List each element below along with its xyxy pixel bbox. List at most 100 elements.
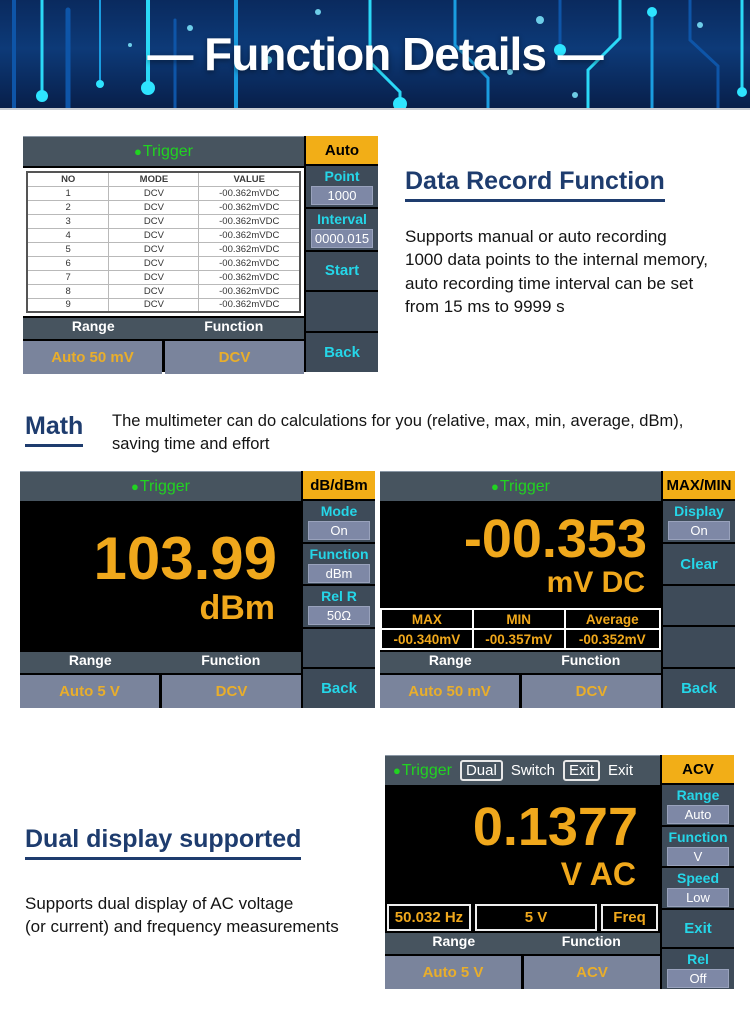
softkey-sidebar: Auto Point 1000 Interval 0000.015 Start …: [306, 136, 378, 372]
softkey-mode[interactable]: Mode On: [303, 501, 375, 542]
function-label: Function: [561, 933, 621, 949]
table-cell: 3: [26, 213, 110, 229]
softkey-function[interactable]: Function V: [662, 826, 734, 867]
bottom-label-bar: Range Function: [20, 652, 301, 673]
softkey-point[interactable]: Point 1000: [306, 166, 378, 207]
softkey-empty: [663, 585, 735, 626]
section-heading-dual: Dual display supported: [25, 825, 302, 860]
table-cell: -00.362mVDC: [198, 185, 301, 201]
trigger-status: ● Trigger: [20, 471, 301, 501]
mode-tab[interactable]: MAX/MIN: [663, 471, 735, 499]
screen-dbm: ● Trigger 103.99 dBm Range Function Auto…: [20, 471, 375, 708]
table-row: 7 DCV -00.362mVDC: [26, 269, 301, 285]
table-row: 1 DCV -00.362mVDC: [26, 185, 301, 201]
softkey-rel[interactable]: Rel Off: [662, 949, 734, 989]
range-button[interactable]: Auto 50 mV: [380, 675, 519, 708]
measurement-display: -00.353 mV DC: [380, 503, 661, 606]
table-cell: DCV: [108, 227, 200, 243]
range-value: Auto: [667, 805, 729, 824]
switch-label: Switch: [510, 762, 555, 779]
table-cell: 6: [26, 255, 110, 271]
softkey-range[interactable]: Range Auto: [662, 785, 734, 825]
table-cell: DCV: [108, 185, 200, 201]
speed-value: Low: [667, 888, 729, 908]
table-cell: -00.362mVDC: [198, 283, 301, 299]
softkey-sidebar: ACV Range Auto Function V Speed Low Exit…: [662, 755, 734, 989]
table-cell: -00.362mVDC: [198, 297, 301, 313]
softkey-back[interactable]: Back: [303, 669, 375, 708]
function-value: dBm: [308, 563, 370, 583]
table-row: 9 DCV -00.362mVDC: [26, 297, 301, 313]
record-table-panel: NO MODE VALUE 1 DCV -00.362mVDC 2 DCV -00.362…: [23, 168, 304, 316]
table-cell: -00.362mVDC: [198, 269, 301, 285]
function-button[interactable]: DCV: [522, 675, 661, 708]
record-table-body: 1 DCV -00.362mVDC 2 DCV -00.362mVDC 3 DCV -00.36…: [26, 185, 301, 313]
section-heading-record: Data Record Function: [405, 167, 665, 202]
stat-header-max: MAX: [382, 610, 472, 628]
table-row: 6 DCV -00.362mVDC: [26, 255, 301, 271]
section-body-dual: Supports dual display of AC voltage (or …: [25, 894, 339, 937]
dual-key-button[interactable]: Dual: [459, 760, 503, 781]
exit-key-button[interactable]: Exit: [563, 760, 601, 781]
table-cell: -00.362mVDC: [198, 199, 301, 215]
range-label: Range: [428, 652, 472, 668]
trigger-label: Trigger: [139, 477, 190, 495]
trigger-status: ● Trigger: [393, 762, 452, 780]
softkey-interval[interactable]: Interval 0000.015: [306, 208, 378, 250]
measurement-display: 0.1377 V AC: [385, 787, 660, 902]
trigger-label: Trigger: [142, 142, 193, 160]
reading-value: -00.353: [463, 508, 647, 569]
col-mode: MODE: [108, 171, 200, 187]
stat-header-min: MIN: [473, 610, 564, 628]
reading-value: 103.99: [93, 524, 277, 592]
range-label: Range: [71, 318, 115, 334]
softkey-empty: [663, 627, 735, 667]
function-label: Function: [561, 652, 621, 668]
range-label: Range: [68, 652, 112, 668]
softkey-rel-r[interactable]: Rel R 50Ω: [303, 586, 375, 627]
function-button[interactable]: DCV: [162, 675, 301, 708]
trigger-status-bar: ● Trigger Dual Switch Exit Exit: [385, 755, 660, 785]
trigger-label: Trigger: [401, 761, 452, 779]
softkey-sidebar: dB/dBm Mode On Function dBm Rel R 50Ω Ba…: [303, 471, 375, 708]
softkey-back[interactable]: Back: [306, 333, 378, 372]
mode-tab[interactable]: Auto: [306, 136, 378, 164]
table-row: 3 DCV -00.362mVDC: [26, 213, 301, 229]
function-label: Function: [204, 318, 264, 334]
softkey-exit[interactable]: Exit: [662, 909, 734, 948]
function-value: V: [667, 846, 729, 866]
rel-value: Off: [667, 969, 729, 989]
circuit-background: [12, 0, 747, 108]
screen-maxmin: ● Trigger -00.353 mV DC MAX MIN Average …: [380, 471, 735, 709]
range-button[interactable]: Auto 5 V: [385, 956, 521, 989]
table-cell: 8: [26, 283, 110, 299]
mode-tab[interactable]: dB/dBm: [303, 471, 375, 499]
range-button[interactable]: Auto 50 mV: [23, 341, 162, 374]
range-readout: 5 V: [475, 904, 598, 931]
softkey-back[interactable]: Back: [663, 668, 735, 709]
softkey-speed[interactable]: Speed Low: [662, 868, 734, 908]
table-cell: DCV: [108, 199, 200, 215]
table-cell: -00.362mVDC: [198, 227, 301, 243]
softkey-sidebar: MAX/MIN Display On Clear Back: [663, 471, 735, 709]
softkey-empty: [306, 292, 378, 332]
stat-value-max: -00.340mV: [382, 630, 472, 648]
table-row: 4 DCV -00.362mVDC: [26, 227, 301, 243]
mode-tab[interactable]: ACV: [662, 755, 734, 783]
function-button[interactable]: DCV: [165, 341, 304, 374]
softkey-display[interactable]: Display On: [663, 501, 735, 543]
page-title: — Function Details —: [147, 28, 603, 80]
softkey-clear[interactable]: Clear: [663, 544, 735, 584]
bottom-label-bar: Range Function: [380, 652, 661, 673]
table-cell: -00.362mVDC: [198, 213, 301, 229]
softkey-start[interactable]: Start: [306, 251, 378, 291]
range-button[interactable]: Auto 5 V: [20, 675, 159, 708]
softkey-empty: [303, 628, 375, 668]
function-button[interactable]: ACV: [524, 956, 660, 989]
header-banner: — Function Details —: [0, 0, 750, 110]
softkey-function[interactable]: Function dBm: [303, 543, 375, 585]
reading-unit: V AC: [560, 855, 636, 892]
table-cell: -00.362mVDC: [198, 241, 301, 257]
table-cell: DCV: [108, 283, 200, 299]
col-no: NO: [26, 171, 110, 187]
